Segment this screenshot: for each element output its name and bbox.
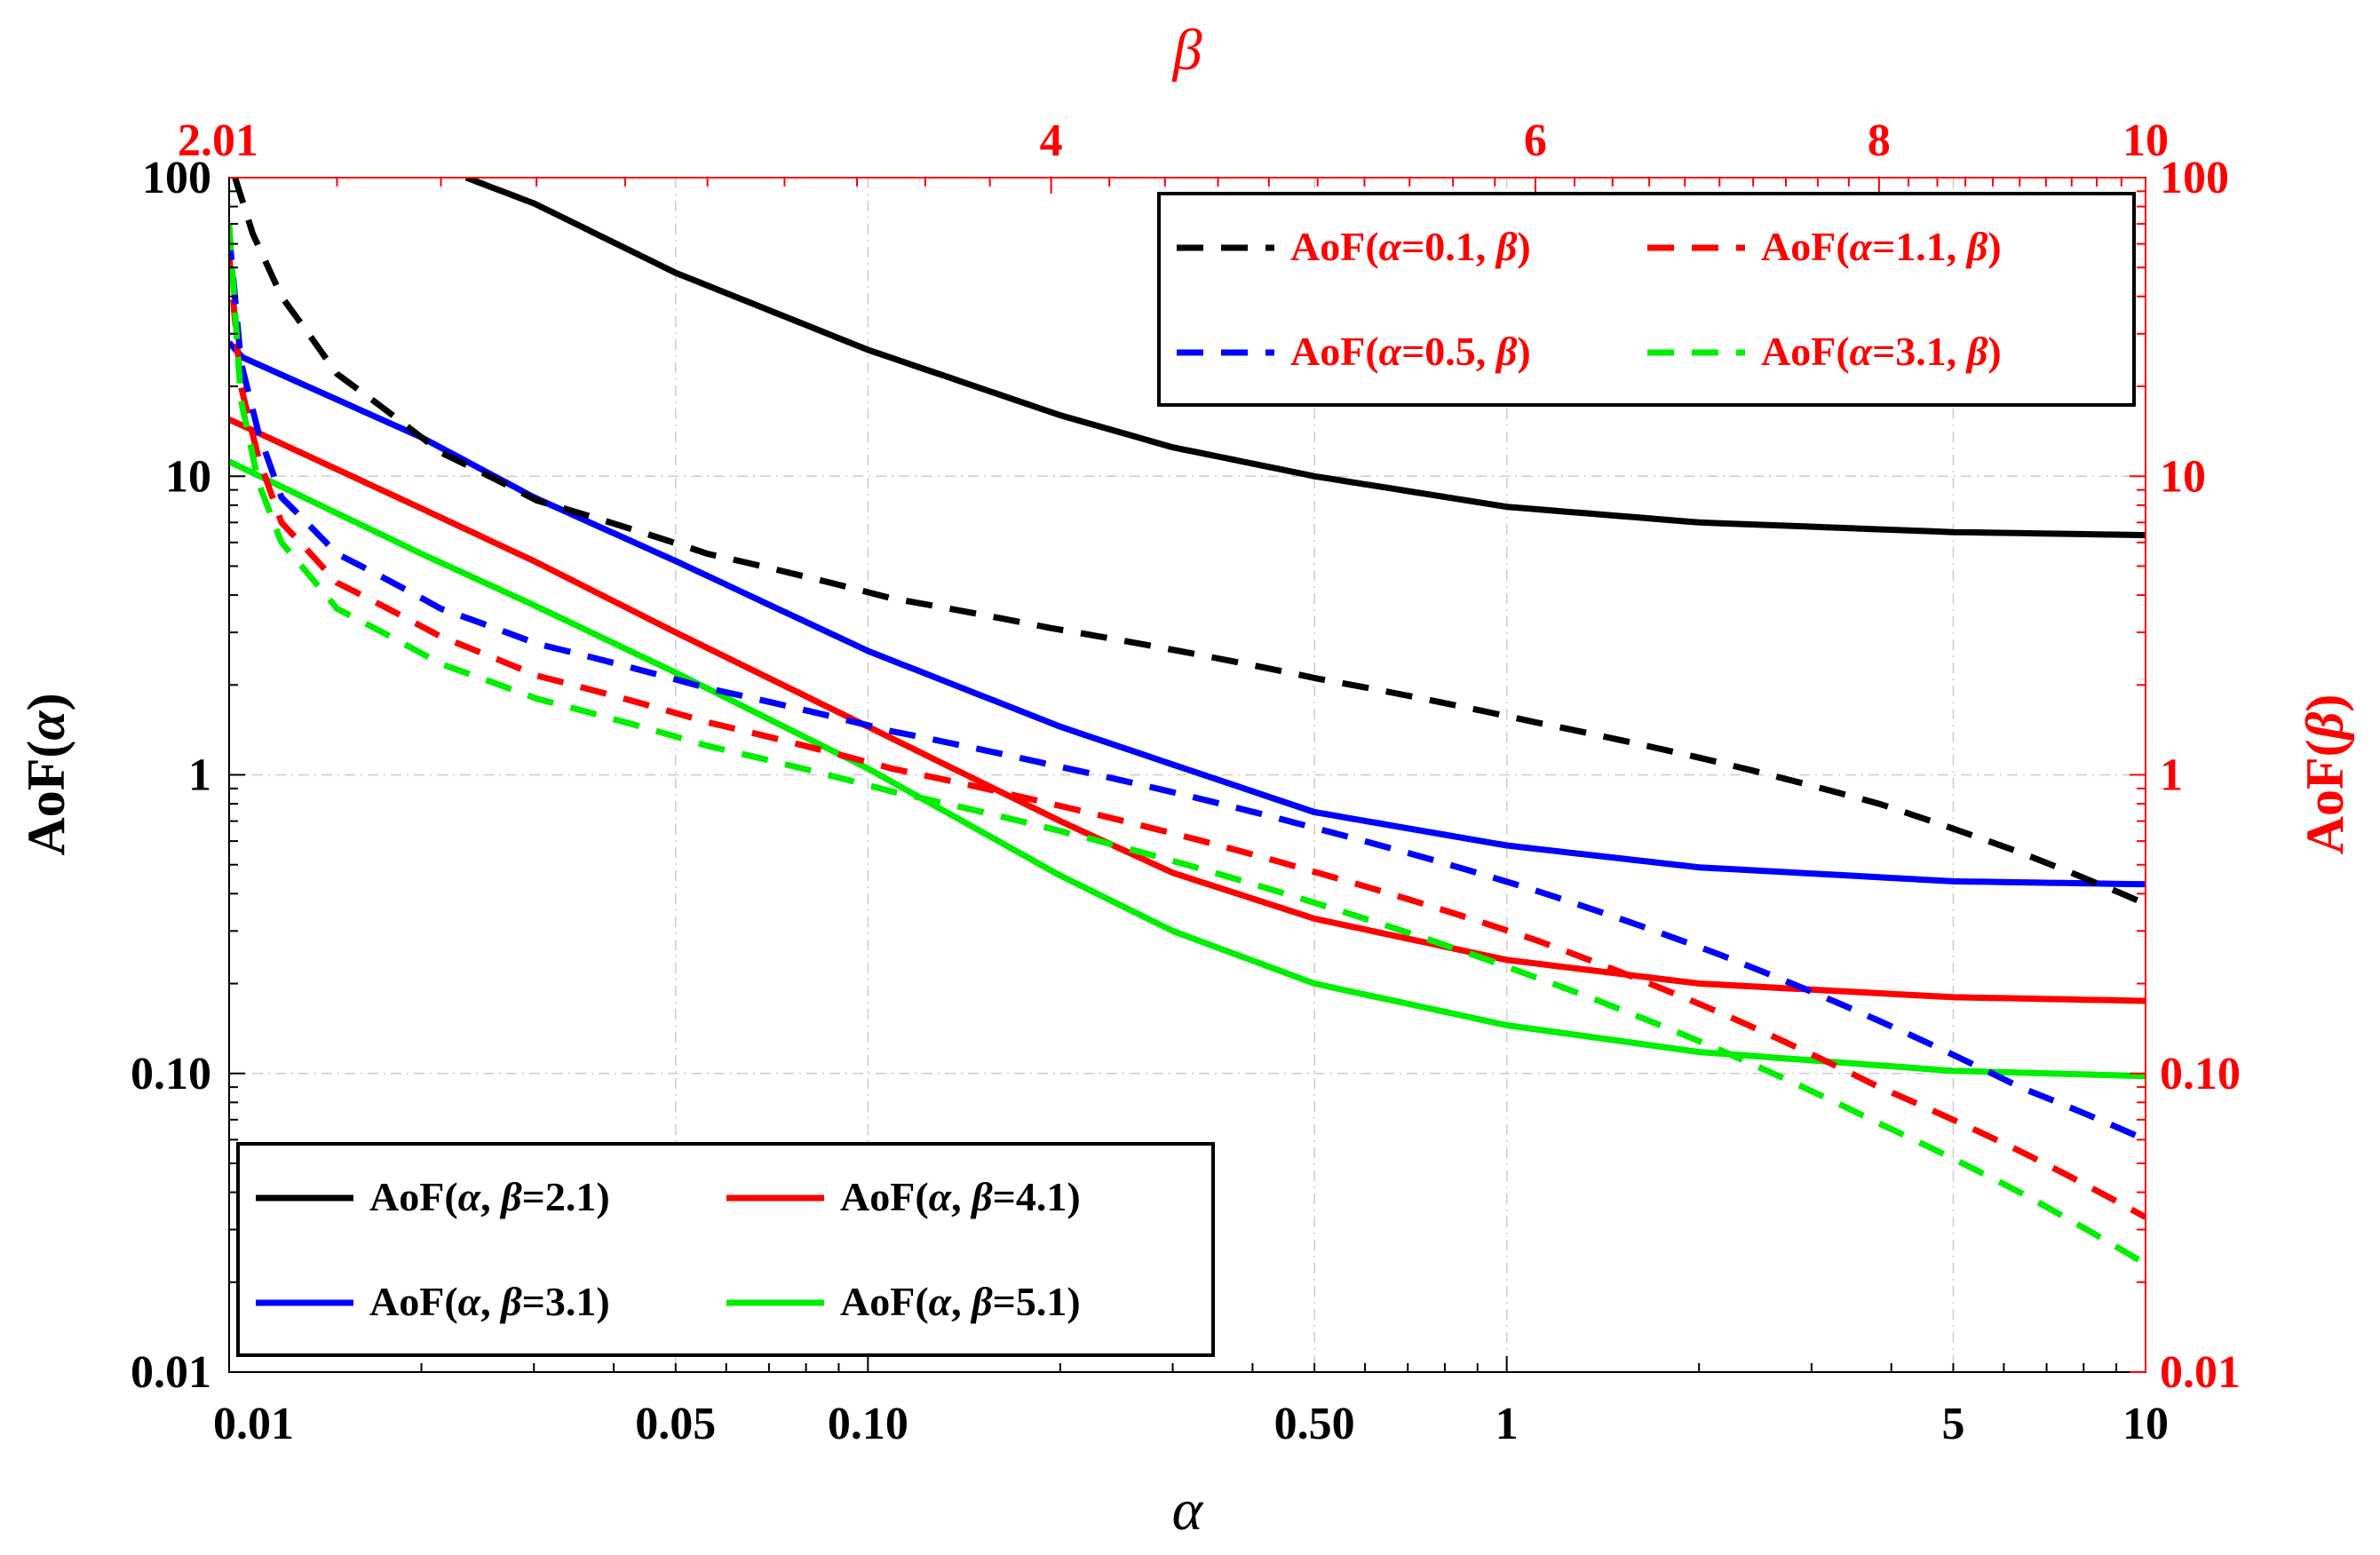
series-line-aof-0.5- [229,233,2146,1143]
right-tick-label: 0.10 [2160,1049,2241,1099]
legend-alpha-frame [236,1142,1215,1357]
series-layer [229,178,2146,1267]
series-line-aof-2.1- [464,178,2146,539]
series-line-aof-0.1- [232,178,2146,907]
series-line-aof-4.1- [229,417,2146,1004]
legend-entry: AoF(α, β=3.1) [256,1279,610,1324]
top-tick-label: 4 [1040,115,1063,166]
legend-entry: AoF(α=0.1, β) [1177,224,1531,269]
x-tick-label: 1 [1495,1399,1519,1449]
tick-layer: 0.01 0.05 0.10 0.50 1 5 102.01 4 6 8 100.010.10110… [131,115,2241,1449]
legend-label: AoF(α=3.1, β) [1761,329,2002,374]
top-tick-label: 10 [2122,115,2169,166]
legend-entry: AoF(α, β=2.1) [256,1174,610,1219]
x-tick-label: 10 [2122,1399,2169,1449]
x-tick-label: 0.01 [213,1399,294,1449]
top-tick-label: 8 [1868,115,1891,166]
legend-entry: AoF(α, β=4.1) [726,1174,1081,1219]
x-axis-title: α [1172,1478,1204,1543]
legend-beta: AoF(α=0.1, β) AoF(α=1.1, β) AoF(α=0.5, β) A… [1157,192,2136,407]
left-tick-label: 10 [165,451,211,502]
x-tick-label: 0.05 [635,1399,716,1449]
legend-entry: AoF(α=3.1, β) [1647,329,2002,374]
series-line-aof-5.1- [229,458,2146,1080]
right-tick-label: 0.01 [2160,1347,2241,1398]
top-tick-label: 2.01 [178,115,258,166]
left-tick-label: 100 [142,153,211,203]
legend-label: AoF(α, β=4.1) [840,1174,1081,1219]
left-tick-label: 0.10 [131,1049,211,1099]
series-line-aof-1.1- [229,254,2146,1220]
x-tick-label: 0.10 [828,1399,908,1449]
x-tick-label: 5 [1941,1399,1964,1449]
legend-beta-frame [1157,192,2136,407]
series-line-aof-3.1- [229,223,2146,1267]
legend-label: AoF(α=0.5, β) [1290,329,1531,374]
right-tick-label: 100 [2160,153,2229,203]
y-axis-title-left: AoF(α) [17,693,75,855]
x-tick-label: 0.50 [1274,1399,1355,1449]
right-tick-label: 1 [2160,750,2183,801]
y-axis-title-right: AoF(β) [2296,694,2354,855]
legend-entry: AoF(α, β=5.1) [726,1279,1081,1324]
legend-label: AoF(α, β=3.1) [369,1279,610,1324]
right-tick-label: 10 [2160,451,2206,502]
legend-label: AoF(α, β=2.1) [369,1174,610,1219]
left-tick-label: 1 [188,750,211,801]
top-axis-title: β [1171,18,1202,83]
legend-label: AoF(α=0.1, β) [1290,224,1531,269]
series-line-aof-3.1- [229,340,2146,888]
legend-entry: AoF(α=1.1, β) [1647,224,2002,269]
legend-entry: AoF(α=0.5, β) [1177,329,1531,374]
legend-label: AoF(α, β=5.1) [840,1279,1081,1324]
legend-label: AoF(α=1.1, β) [1761,224,2002,269]
legend-alpha: AoF(α, β=2.1) AoF(α, β=4.1) AoF(α, β=3.1) A… [236,1142,1215,1357]
top-tick-label: 6 [1524,115,1547,166]
left-tick-label: 0.01 [131,1347,211,1398]
